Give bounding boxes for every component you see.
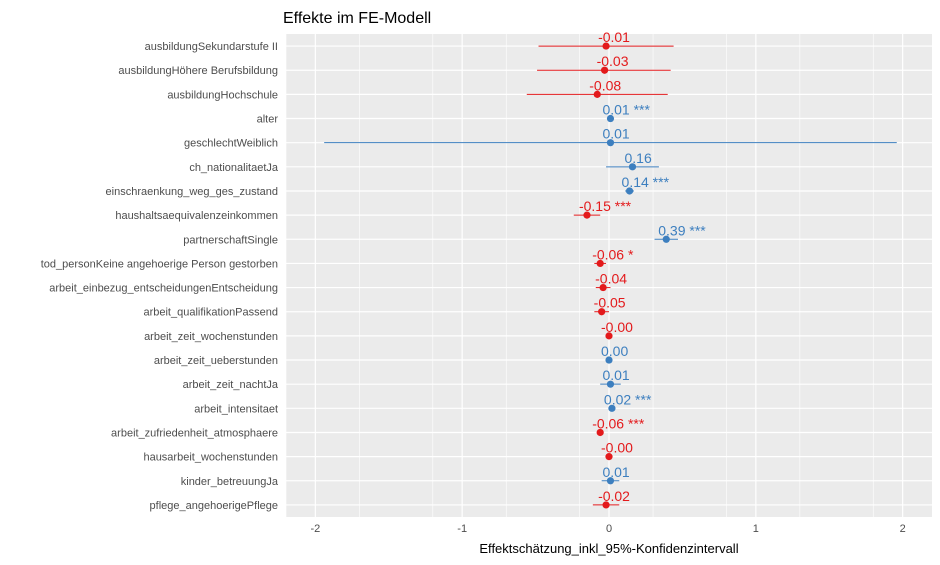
estimate-point (596, 428, 604, 437)
estimate-label: -0.03 (597, 53, 629, 69)
estimate-point (608, 404, 616, 412)
y-tick-label: pflege_angehoerigePflege (150, 500, 278, 512)
y-tick-label: tod_personKeine angehoerige Person gesto… (41, 258, 278, 270)
y-tick-label: ausbildungSekundarstufe II (145, 41, 278, 53)
estimate-label: 0.16 (624, 150, 651, 166)
estimate-point (605, 356, 613, 364)
y-tick-label: arbeit_zeit_nachtJa (183, 379, 279, 391)
estimate-label: 0.00 (601, 343, 628, 359)
estimate-label: 0.01 (602, 367, 629, 383)
y-tick-label: ausbildungHochschule (167, 89, 278, 101)
estimate-point (593, 90, 601, 98)
y-tick-label: arbeit_zeit_ueberstunden (154, 355, 278, 367)
estimate-label: -0.15 *** (579, 198, 632, 214)
y-tick-label: arbeit_zufriedenheit_atmosphaere (111, 427, 278, 439)
x-axis-label: Effektschätzung_inkl_95%-Konfidenzinterv… (479, 541, 738, 556)
estimate-point (583, 211, 591, 219)
y-tick-label: hausarbeit_wochenstunden (143, 452, 278, 464)
estimate-point (598, 308, 606, 316)
y-tick-label: arbeit_einbezug_entscheidungenEntscheidu… (49, 283, 278, 295)
estimate-label: -0.00 (601, 440, 633, 456)
estimate-label: 0.01 *** (602, 102, 650, 118)
estimate-point (602, 42, 610, 50)
y-tick-label: geschlechtWeiblich (184, 138, 278, 150)
estimate-label: -0.01 (598, 29, 630, 45)
estimate-label: 0.39 *** (658, 222, 706, 238)
estimate-label: 0.01 (602, 464, 629, 480)
estimate-label: -0.06 * (592, 246, 634, 262)
y-tick-label: haushaltsaequivalenzeinkommen (115, 210, 278, 222)
estimate-label: 0.14 *** (622, 174, 670, 190)
x-axis-tick-labels: -2 -1 0 1 2 (310, 523, 905, 535)
y-tick-label: kinder_betreuungJa (181, 476, 279, 488)
chart-title: Effekte im FE-Modell (283, 10, 431, 27)
y-tick-label: einschraenkung_weg_ges_zustand (106, 186, 278, 198)
estimate-point (605, 453, 613, 461)
estimate-point (606, 477, 615, 485)
x-tick-label: 1 (753, 523, 759, 535)
estimate-point (602, 501, 610, 509)
estimate-point (605, 332, 613, 340)
estimate-label: 0.01 (602, 126, 629, 142)
y-tick-label: arbeit_qualifikationPassend (143, 307, 278, 319)
x-tick-label: -2 (310, 523, 320, 535)
y-tick-label: arbeit_intensitaet (194, 403, 278, 415)
y-tick-label: arbeit_zeit_wochenstunden (144, 331, 278, 343)
x-tick-label: 0 (606, 523, 612, 535)
estimate-point (599, 283, 607, 292)
y-tick-label: ausbildungHöhere Berufsbildung (118, 65, 278, 77)
y-tick-label: alter (257, 114, 279, 126)
estimate-point (625, 187, 634, 195)
estimate-label: -0.02 (598, 488, 630, 504)
estimate-point (628, 163, 637, 171)
y-axis-tick-labels: ausbildungSekundarstufe II ausbildungHöhe… (41, 41, 279, 512)
estimate-point (600, 66, 609, 74)
estimate-point (596, 259, 604, 268)
x-tick-label: 2 (900, 523, 906, 535)
estimate-label: -0.05 (594, 295, 626, 311)
estimate-point (606, 380, 615, 388)
x-tick-label: -1 (457, 523, 467, 535)
estimate-point (606, 139, 615, 147)
y-tick-label: ch_nationalitaetJa (189, 162, 279, 174)
estimate-label: -0.04 (595, 271, 627, 287)
estimate-point (662, 235, 670, 243)
estimate-label: -0.08 (589, 77, 621, 93)
estimate-label: -0.06 *** (592, 415, 645, 431)
y-tick-label: partnerschaftSingle (183, 234, 278, 246)
estimate-label: -0.00 (601, 319, 633, 335)
estimate-label: 0.02 *** (604, 391, 652, 407)
chart-marks: -0.01 -0.03 -0.08 0.01 *** 0.01 0.16 0.14 *** -… (324, 29, 897, 509)
estimate-point (606, 114, 615, 123)
